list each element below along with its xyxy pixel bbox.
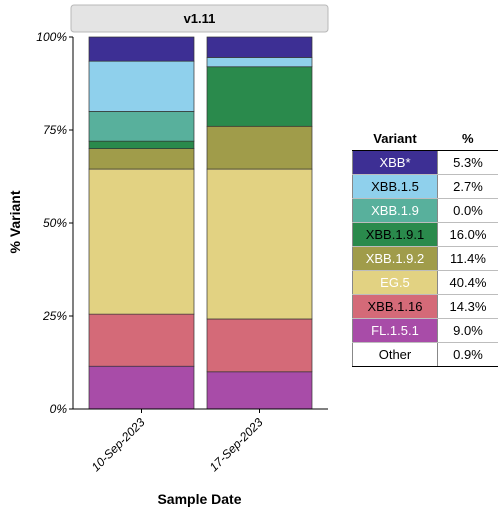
facet-title: v1.11 (184, 11, 216, 26)
x-axis-title: Sample Date (157, 491, 241, 507)
bar-segment (206, 57, 313, 68)
variant-row: Other 0.9% (352, 342, 498, 367)
bar-segment (206, 371, 313, 410)
y-tick-label: 0% (50, 402, 68, 416)
variant-table-body: XBB* 5.3% XBB.1.5 2.7% XBB.1.9 0.0% XBB.1.9.1 1… (352, 150, 498, 367)
variant-name: XBB.1.9.2 (352, 246, 438, 271)
table-header-row: Variant % (352, 126, 498, 151)
bar-segment (88, 140, 195, 149)
bar-segment (88, 111, 195, 142)
variant-pct: 16.0% (437, 222, 498, 247)
bar-segment (88, 36, 195, 62)
variant-row: XBB.1.9 0.0% (352, 198, 498, 223)
variant-name: XBB* (352, 150, 438, 175)
y-tick-label: 50% (43, 216, 67, 230)
x-tick-label: 10-Sep-2023 (89, 415, 148, 474)
variant-name: XBB.1.16 (352, 294, 438, 319)
y-tick-label: 100% (36, 30, 67, 44)
x-tick-label: 17-Sep-2023 (207, 415, 266, 474)
header-pct: % (437, 126, 498, 151)
y-tick-label: 75% (43, 123, 67, 137)
bar-segment (88, 148, 195, 170)
variant-name: XBB.1.5 (352, 174, 438, 199)
variant-pct: 0.0% (437, 198, 498, 223)
variant-name: EG.5 (352, 270, 438, 295)
variant-row: XBB.1.5 2.7% (352, 174, 498, 199)
variant-pct: 40.4% (437, 270, 498, 295)
header-variant: Variant (352, 126, 438, 151)
facet-strip (70, 4, 329, 33)
variant-pct: 2.7% (437, 174, 498, 199)
x-axis: 10-Sep-2023 17-Sep-2023 (73, 408, 328, 474)
variant-row: XBB* 5.3% (352, 150, 498, 175)
variant-pct: 14.3% (437, 294, 498, 319)
variant-name: XBB.1.9.1 (352, 222, 438, 247)
bar-segment (206, 318, 313, 373)
variant-pct: 0.9% (437, 342, 498, 367)
variant-table: Variant % XBB* 5.3% XBB.1.5 2.7% XBB.1.9 0.0%… (352, 126, 498, 367)
variant-row: EG.5 40.4% (352, 270, 498, 295)
bar-segment (206, 125, 313, 170)
bar-segment (88, 365, 195, 410)
variant-name: Other (352, 342, 438, 367)
variant-pct: 11.4% (437, 246, 498, 271)
bar-segment (206, 168, 313, 320)
variant-row: XBB.1.16 14.3% (352, 294, 498, 319)
variant-pct: 9.0% (437, 318, 498, 343)
y-axis-title: % Variant (7, 190, 23, 253)
variant-name: XBB.1.9 (352, 198, 438, 223)
bar-segment (206, 36, 313, 58)
variant-pct: 5.3% (437, 150, 498, 175)
bar-segment (88, 168, 195, 315)
bars-layer (88, 36, 313, 410)
variant-row: FL.1.5.1 9.0% (352, 318, 498, 343)
y-tick-label: 25% (42, 309, 67, 323)
variant-row: XBB.1.9.2 11.4% (352, 246, 498, 271)
bar-segment (206, 66, 313, 127)
variant-name: FL.1.5.1 (352, 318, 438, 343)
bar-segment (88, 313, 195, 367)
y-axis: 0% 25% 50% 75% 100% (36, 30, 74, 416)
variant-row: XBB.1.9.1 16.0% (352, 222, 498, 247)
bar-segment (88, 60, 195, 112)
